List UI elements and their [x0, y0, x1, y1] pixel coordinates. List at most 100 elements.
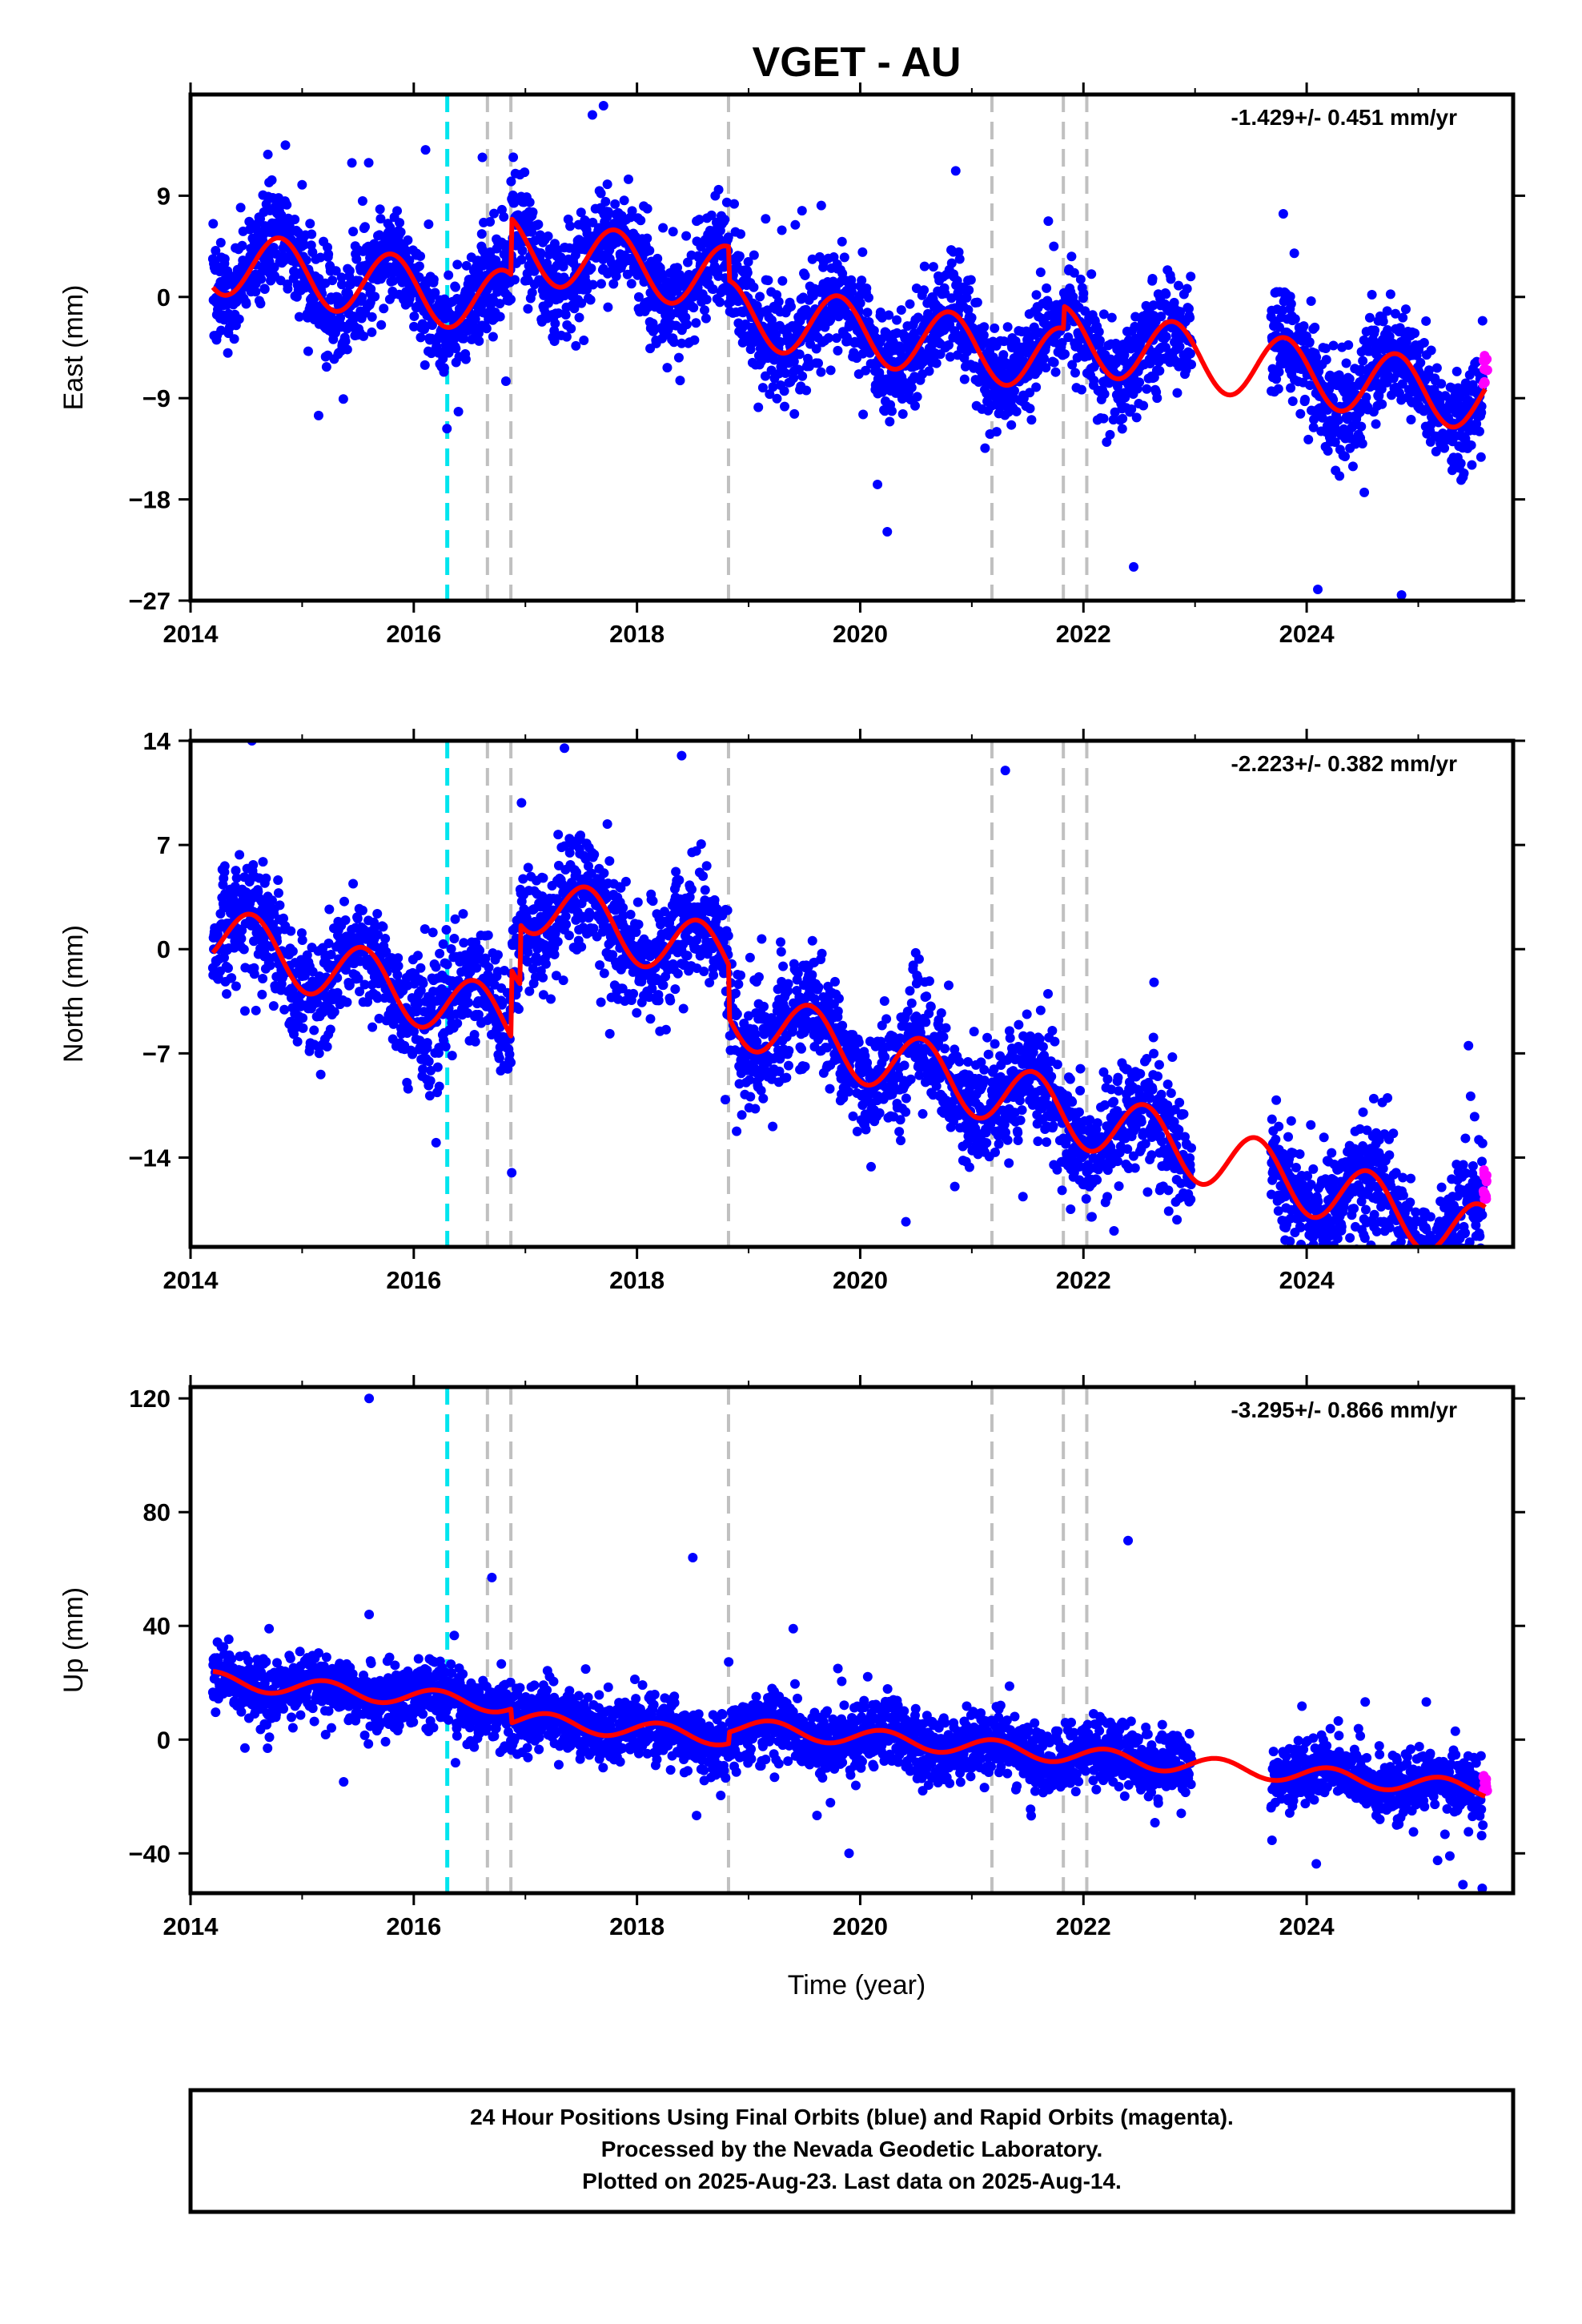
final-orbit-point [1002, 322, 1013, 332]
final-orbit-point [435, 948, 445, 959]
final-orbit-point [1320, 344, 1331, 354]
final-orbit-point [321, 362, 331, 372]
final-orbit-point [588, 279, 598, 290]
final-orbit-point [595, 960, 605, 971]
final-orbit-point [1395, 323, 1405, 333]
final-orbit-point [978, 330, 989, 340]
final-orbit-point [1152, 393, 1162, 404]
final-orbit-point [393, 961, 404, 971]
final-orbit-point [1341, 358, 1351, 368]
final-orbit-point [790, 219, 801, 230]
final-orbit-point [348, 879, 359, 889]
final-orbit-point [478, 260, 488, 271]
final-orbit-point [694, 215, 705, 225]
final-orbit-point [327, 275, 338, 286]
final-orbit-point [857, 247, 868, 257]
final-orbit-point [1390, 308, 1400, 319]
final-orbit-point [546, 994, 556, 1004]
final-orbit-point [444, 348, 454, 358]
final-orbit-point [1134, 377, 1145, 388]
final-orbit-point [396, 227, 406, 237]
final-orbit-point [797, 206, 807, 216]
final-orbit-point [999, 336, 1010, 347]
final-orbit-point [452, 1018, 463, 1028]
final-orbit-point [1321, 355, 1331, 365]
final-orbit-point [1333, 415, 1343, 425]
final-orbit-point [564, 931, 574, 941]
final-orbit-point [216, 325, 227, 336]
final-orbit-point [858, 409, 869, 420]
final-orbit-point [886, 406, 897, 416]
final-orbit-point [414, 272, 424, 283]
final-orbit-point [1031, 382, 1042, 392]
final-orbit-point [267, 175, 277, 185]
final-orbit-point [256, 274, 267, 284]
x-tick-label: 2022 [1056, 620, 1111, 648]
final-orbit-point [424, 219, 434, 230]
final-orbit-point [1035, 267, 1046, 277]
final-orbit-point [543, 231, 553, 242]
final-orbit-point [1474, 426, 1484, 436]
final-orbit-point [912, 392, 922, 402]
final-orbit-point [438, 939, 448, 949]
final-orbit-point [689, 303, 699, 313]
final-orbit-point [211, 245, 221, 255]
final-orbit-point [236, 934, 247, 944]
final-orbit-point [633, 919, 644, 930]
final-orbit-point [446, 943, 456, 954]
final-orbit-point [709, 970, 719, 980]
final-orbit-point [1308, 422, 1319, 432]
final-orbit-point [1094, 327, 1104, 337]
final-orbit-point [847, 281, 857, 292]
final-orbit-point [440, 1041, 451, 1051]
final-orbit-point [1477, 316, 1488, 326]
final-orbit-point [340, 915, 351, 926]
final-orbit-point [686, 884, 697, 895]
final-orbit-point [504, 1049, 515, 1059]
final-orbit-point [752, 300, 762, 311]
final-orbit-point [966, 312, 977, 323]
final-orbit-point [880, 406, 890, 416]
final-orbit-point [596, 188, 606, 199]
final-orbit-point [241, 299, 251, 309]
outlier-point [598, 101, 608, 111]
final-orbit-point [1340, 451, 1351, 461]
final-orbit-point [1370, 325, 1380, 336]
final-orbit-point [642, 203, 652, 214]
final-orbit-point [998, 350, 1009, 360]
final-orbit-point [1361, 392, 1371, 403]
final-orbit-point [258, 857, 268, 867]
final-orbit-point [299, 239, 310, 250]
final-orbit-point [721, 197, 732, 207]
final-orbit-point [561, 332, 572, 342]
final-orbit-point [273, 875, 283, 886]
final-orbit-point [691, 318, 701, 328]
final-orbit-point [506, 176, 516, 187]
final-orbit-point [287, 946, 298, 956]
final-orbit-point [409, 311, 420, 321]
final-orbit-point [553, 830, 564, 840]
final-orbit-point [627, 206, 637, 216]
final-orbit-point [259, 284, 270, 295]
final-orbit-point [1086, 269, 1097, 279]
outlier-point [1129, 561, 1139, 572]
final-orbit-point [673, 352, 684, 363]
final-orbit-point [763, 275, 773, 286]
final-orbit-point [966, 275, 976, 285]
final-orbit-point [234, 314, 244, 324]
final-orbit-point [523, 862, 533, 873]
final-orbit-point [771, 329, 781, 340]
final-orbit-point [315, 252, 326, 263]
final-orbit-point [292, 1036, 303, 1047]
rapid-orbit-point [1478, 379, 1488, 389]
final-orbit-point [1130, 321, 1140, 332]
final-orbit-point [263, 149, 273, 159]
final-orbit-point [909, 400, 920, 411]
final-orbit-point [1377, 399, 1387, 409]
final-orbit-point [924, 366, 934, 376]
final-orbit-point [428, 274, 439, 284]
final-orbit-point [474, 336, 484, 346]
final-orbit-point [732, 1009, 742, 1019]
final-orbit-point [1421, 316, 1431, 326]
final-orbit-point [516, 798, 527, 808]
